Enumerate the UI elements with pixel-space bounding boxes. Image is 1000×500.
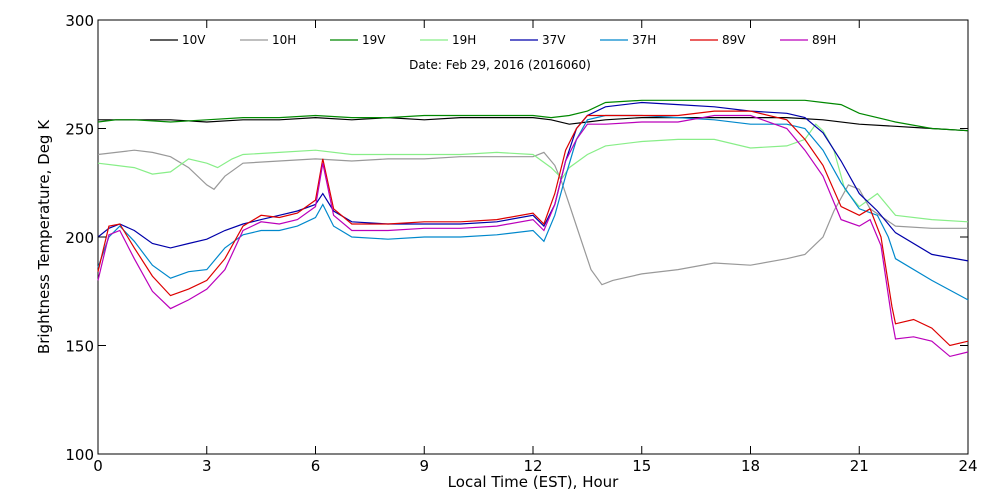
series-line-37v xyxy=(97,101,969,262)
legend-label-10v: 10V xyxy=(182,33,206,47)
legend-label-37h: 37H xyxy=(632,33,656,47)
legend-label-37v: 37V xyxy=(542,33,566,47)
x-tick-label-5: 15 xyxy=(632,457,651,475)
x-tick-label-3: 9 xyxy=(419,457,429,475)
ticks-layer: 0 3 6 9 12 15 18 21 24 100 150 200 250 300 xyxy=(65,12,977,475)
x-tick-label-0: 0 xyxy=(93,457,103,475)
x-tick-label-8: 24 xyxy=(958,457,977,475)
series-line-10h xyxy=(97,149,968,286)
x-tick-label-6: 18 xyxy=(741,457,760,475)
legend-label-89h: 89H xyxy=(812,33,836,47)
series-line-89v xyxy=(97,110,969,347)
plot-frame xyxy=(97,19,969,455)
legend-label-10h: 10H xyxy=(272,33,296,47)
date-annotation: Date: Feb 29, 2016 (2016060) xyxy=(409,58,591,72)
y-tick-label-2: 200 xyxy=(65,229,94,247)
legend-label-19v: 19V xyxy=(362,33,386,47)
x-tick-label-7: 21 xyxy=(850,457,869,475)
y-axis-label: Brightness Temperature, Deg K xyxy=(35,119,53,354)
x-tick-label-4: 12 xyxy=(523,457,542,475)
series-layer xyxy=(97,99,969,358)
series-line-89h xyxy=(97,114,969,358)
y-tick-label-4: 300 xyxy=(65,12,94,30)
series-line-19v xyxy=(97,99,969,132)
y-tick-label-0: 100 xyxy=(65,446,94,464)
x-tick-label-2: 6 xyxy=(311,457,321,475)
series-line-37h xyxy=(97,114,969,301)
legend-label-19h: 19H xyxy=(452,33,476,47)
legend-label-89v: 89V xyxy=(722,33,746,47)
y-tick-label-1: 150 xyxy=(65,338,94,356)
x-axis-label: Local Time (EST), Hour xyxy=(448,473,619,491)
series-line-10v xyxy=(98,116,969,132)
y-tick-label-3: 250 xyxy=(65,121,94,139)
x-tick-label-1: 3 xyxy=(202,457,212,475)
legend: 10V 10H 19V 19H 37V 37H 89V 89H xyxy=(150,33,836,47)
